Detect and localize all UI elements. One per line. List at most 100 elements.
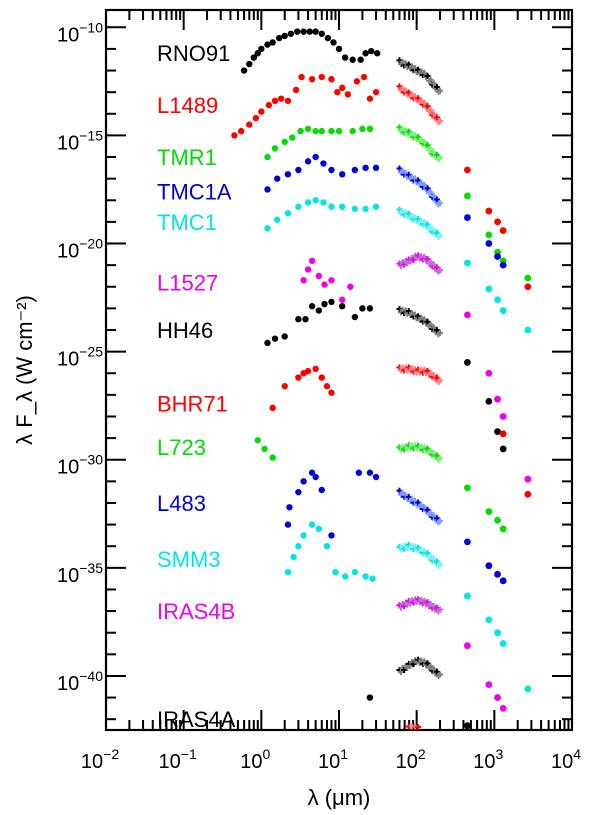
tmr1-submm-point bbox=[485, 231, 493, 239]
l723-submm-point bbox=[485, 508, 493, 516]
tmc1a-submm-point bbox=[463, 214, 471, 221]
y-tick-label: 10−20 bbox=[57, 236, 103, 263]
l483-point bbox=[318, 486, 325, 494]
smm3-point bbox=[351, 568, 359, 576]
y-tick-label: 10−15 bbox=[57, 127, 103, 154]
l1527-label: L1527 bbox=[157, 270, 218, 295]
rno91-point bbox=[240, 67, 248, 74]
axis-ticks bbox=[105, 10, 572, 730]
l723-submm-point bbox=[463, 484, 471, 492]
l483-point bbox=[286, 504, 293, 511]
bhr71-submm-point bbox=[524, 490, 532, 498]
l1489-point bbox=[271, 97, 279, 105]
l723-submm-point bbox=[499, 525, 507, 533]
l1527-submm-point bbox=[494, 395, 501, 403]
l1527-submm-point bbox=[463, 311, 471, 319]
bhr71-point bbox=[328, 389, 335, 396]
tmc1a-point bbox=[372, 164, 380, 172]
tmc1a-submm-point bbox=[499, 261, 507, 269]
rno91-point bbox=[258, 45, 265, 53]
tmc1-point bbox=[304, 199, 312, 206]
x-tick-label: 100 bbox=[240, 746, 270, 773]
x-tick-label: 104 bbox=[551, 746, 581, 773]
tmr1-point bbox=[359, 125, 366, 133]
l1489-point bbox=[246, 121, 253, 128]
iras4a-point bbox=[366, 694, 374, 701]
tmr1-point bbox=[312, 127, 319, 135]
y-axis-label: λ F_λ (W cm⁻²) bbox=[12, 295, 37, 445]
y-tick-label: 10−40 bbox=[57, 668, 103, 695]
tmr1-point bbox=[318, 127, 325, 135]
iras4a-label: IRAS4A bbox=[157, 707, 236, 732]
l1489-point bbox=[265, 101, 273, 109]
tmr1-point bbox=[264, 153, 271, 161]
l483-point bbox=[300, 478, 307, 485]
tmc1-submm-point bbox=[485, 285, 493, 293]
tmc1-point bbox=[372, 203, 380, 210]
l1489-submm-point bbox=[463, 166, 471, 174]
hh46-point bbox=[271, 335, 279, 342]
data-points bbox=[231, 28, 532, 731]
hh46-submm-point bbox=[463, 359, 471, 366]
rno91-point bbox=[254, 50, 261, 57]
l723-submm-point bbox=[494, 516, 501, 524]
l483-point bbox=[366, 469, 374, 476]
l483-submm-point bbox=[463, 538, 471, 546]
l1489-point bbox=[298, 73, 305, 81]
tmr1-point bbox=[297, 127, 304, 135]
x-tick-label: 103 bbox=[473, 746, 503, 773]
hh46-submm-point bbox=[485, 397, 493, 405]
l1527-submm-point bbox=[524, 475, 532, 483]
smm3-submm-point bbox=[485, 616, 493, 624]
tmc1a-point bbox=[351, 166, 359, 174]
smm3-submm-point bbox=[494, 629, 501, 637]
l1489-submm-point bbox=[524, 283, 532, 291]
tmc1-submm-point bbox=[524, 326, 532, 334]
l483-submm-point bbox=[499, 577, 507, 585]
tmr1-point bbox=[366, 125, 374, 133]
l483-submm-point bbox=[485, 562, 493, 570]
x-axis-label: λ (μm) bbox=[308, 785, 371, 810]
l1489-point bbox=[277, 95, 285, 102]
y-tick-label: 10−30 bbox=[57, 452, 103, 479]
tmr1-point bbox=[349, 127, 356, 135]
rno91-point bbox=[281, 32, 288, 40]
tmc1-point bbox=[295, 203, 302, 210]
rno91-point bbox=[373, 50, 381, 57]
tmc1-point bbox=[264, 225, 271, 232]
hh46-point bbox=[339, 303, 346, 310]
plot-frame bbox=[104, 8, 574, 732]
l723-point bbox=[269, 454, 276, 461]
tmc1a-point bbox=[320, 160, 327, 167]
smm3-point bbox=[308, 521, 316, 528]
iras4b-label: IRAS4B bbox=[157, 599, 235, 624]
rno91-point bbox=[300, 28, 307, 35]
rno91-point bbox=[335, 45, 343, 53]
x-tick-label: 101 bbox=[318, 746, 348, 773]
hh46-point bbox=[315, 307, 323, 314]
rno91-point bbox=[269, 39, 276, 46]
l483-point bbox=[295, 488, 302, 496]
tmc1a-point bbox=[362, 164, 369, 172]
x-tick-label: 10−1 bbox=[159, 746, 197, 773]
l483-label: L483 bbox=[157, 491, 206, 516]
l1489-point bbox=[353, 78, 361, 85]
smm3-submm-point bbox=[524, 685, 532, 693]
hh46-point bbox=[302, 315, 309, 323]
l483-point bbox=[372, 473, 380, 481]
smm3-point bbox=[300, 532, 307, 539]
hh46-submm-point bbox=[494, 428, 501, 436]
l1527-point bbox=[347, 283, 354, 290]
l1527-point bbox=[308, 257, 316, 265]
tmc1a-point bbox=[284, 171, 292, 178]
l1489-submm-point bbox=[499, 227, 507, 234]
x-tick-label: 102 bbox=[396, 746, 426, 773]
smm3-label: SMM3 bbox=[157, 547, 221, 572]
l483-point bbox=[355, 469, 363, 476]
tmr1-submm-point bbox=[463, 192, 471, 200]
smm3-point bbox=[341, 573, 349, 580]
smm3-point bbox=[284, 568, 292, 576]
l1527-point bbox=[300, 277, 307, 284]
rno91-point bbox=[368, 47, 375, 55]
smm3-point bbox=[295, 543, 302, 550]
